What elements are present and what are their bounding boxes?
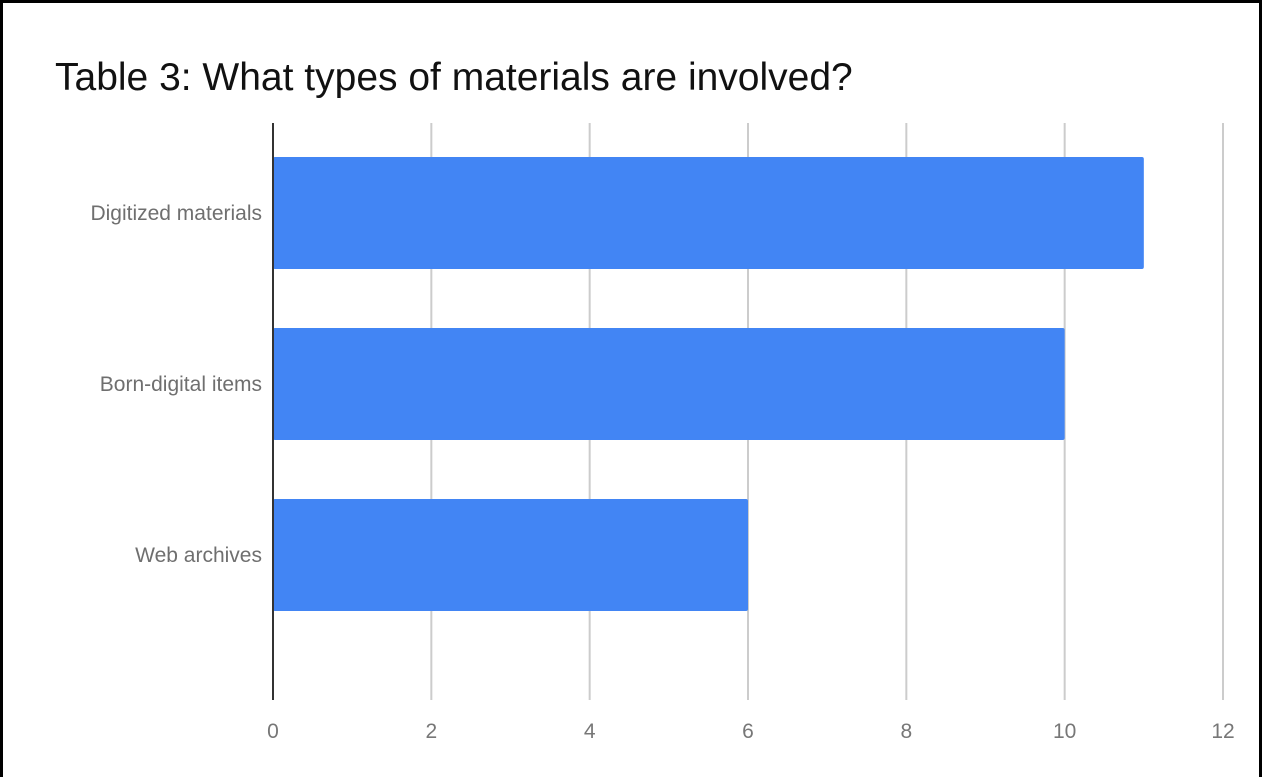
x-tick-label-0: 0 <box>267 720 279 743</box>
bar-digitized-materials <box>273 157 1144 269</box>
x-tick-label-12: 12 <box>1211 720 1234 743</box>
category-label-web-archives: Web archives <box>135 544 262 567</box>
category-label-digitized-materials: Digitized materials <box>90 202 262 225</box>
chart-title: Table 3: What types of materials are inv… <box>55 56 853 99</box>
x-tick-label-4: 4 <box>584 720 596 743</box>
x-tick-label-8: 8 <box>900 720 912 743</box>
labels: 0 2 4 6 8 10 12 Digitized materials Born-digital… <box>90 202 1234 743</box>
bar-chart: 0 2 4 6 8 10 12 Digitized materials Born-digital… <box>90 123 1235 743</box>
x-tick-label-10: 10 <box>1053 720 1076 743</box>
x-tick-label-2: 2 <box>425 720 437 743</box>
x-tick-label-6: 6 <box>742 720 754 743</box>
category-label-born-digital-items: Born-digital items <box>100 373 262 396</box>
bar-born-digital-items <box>273 328 1065 440</box>
bars <box>273 157 1144 611</box>
bar-web-archives <box>273 499 748 611</box>
